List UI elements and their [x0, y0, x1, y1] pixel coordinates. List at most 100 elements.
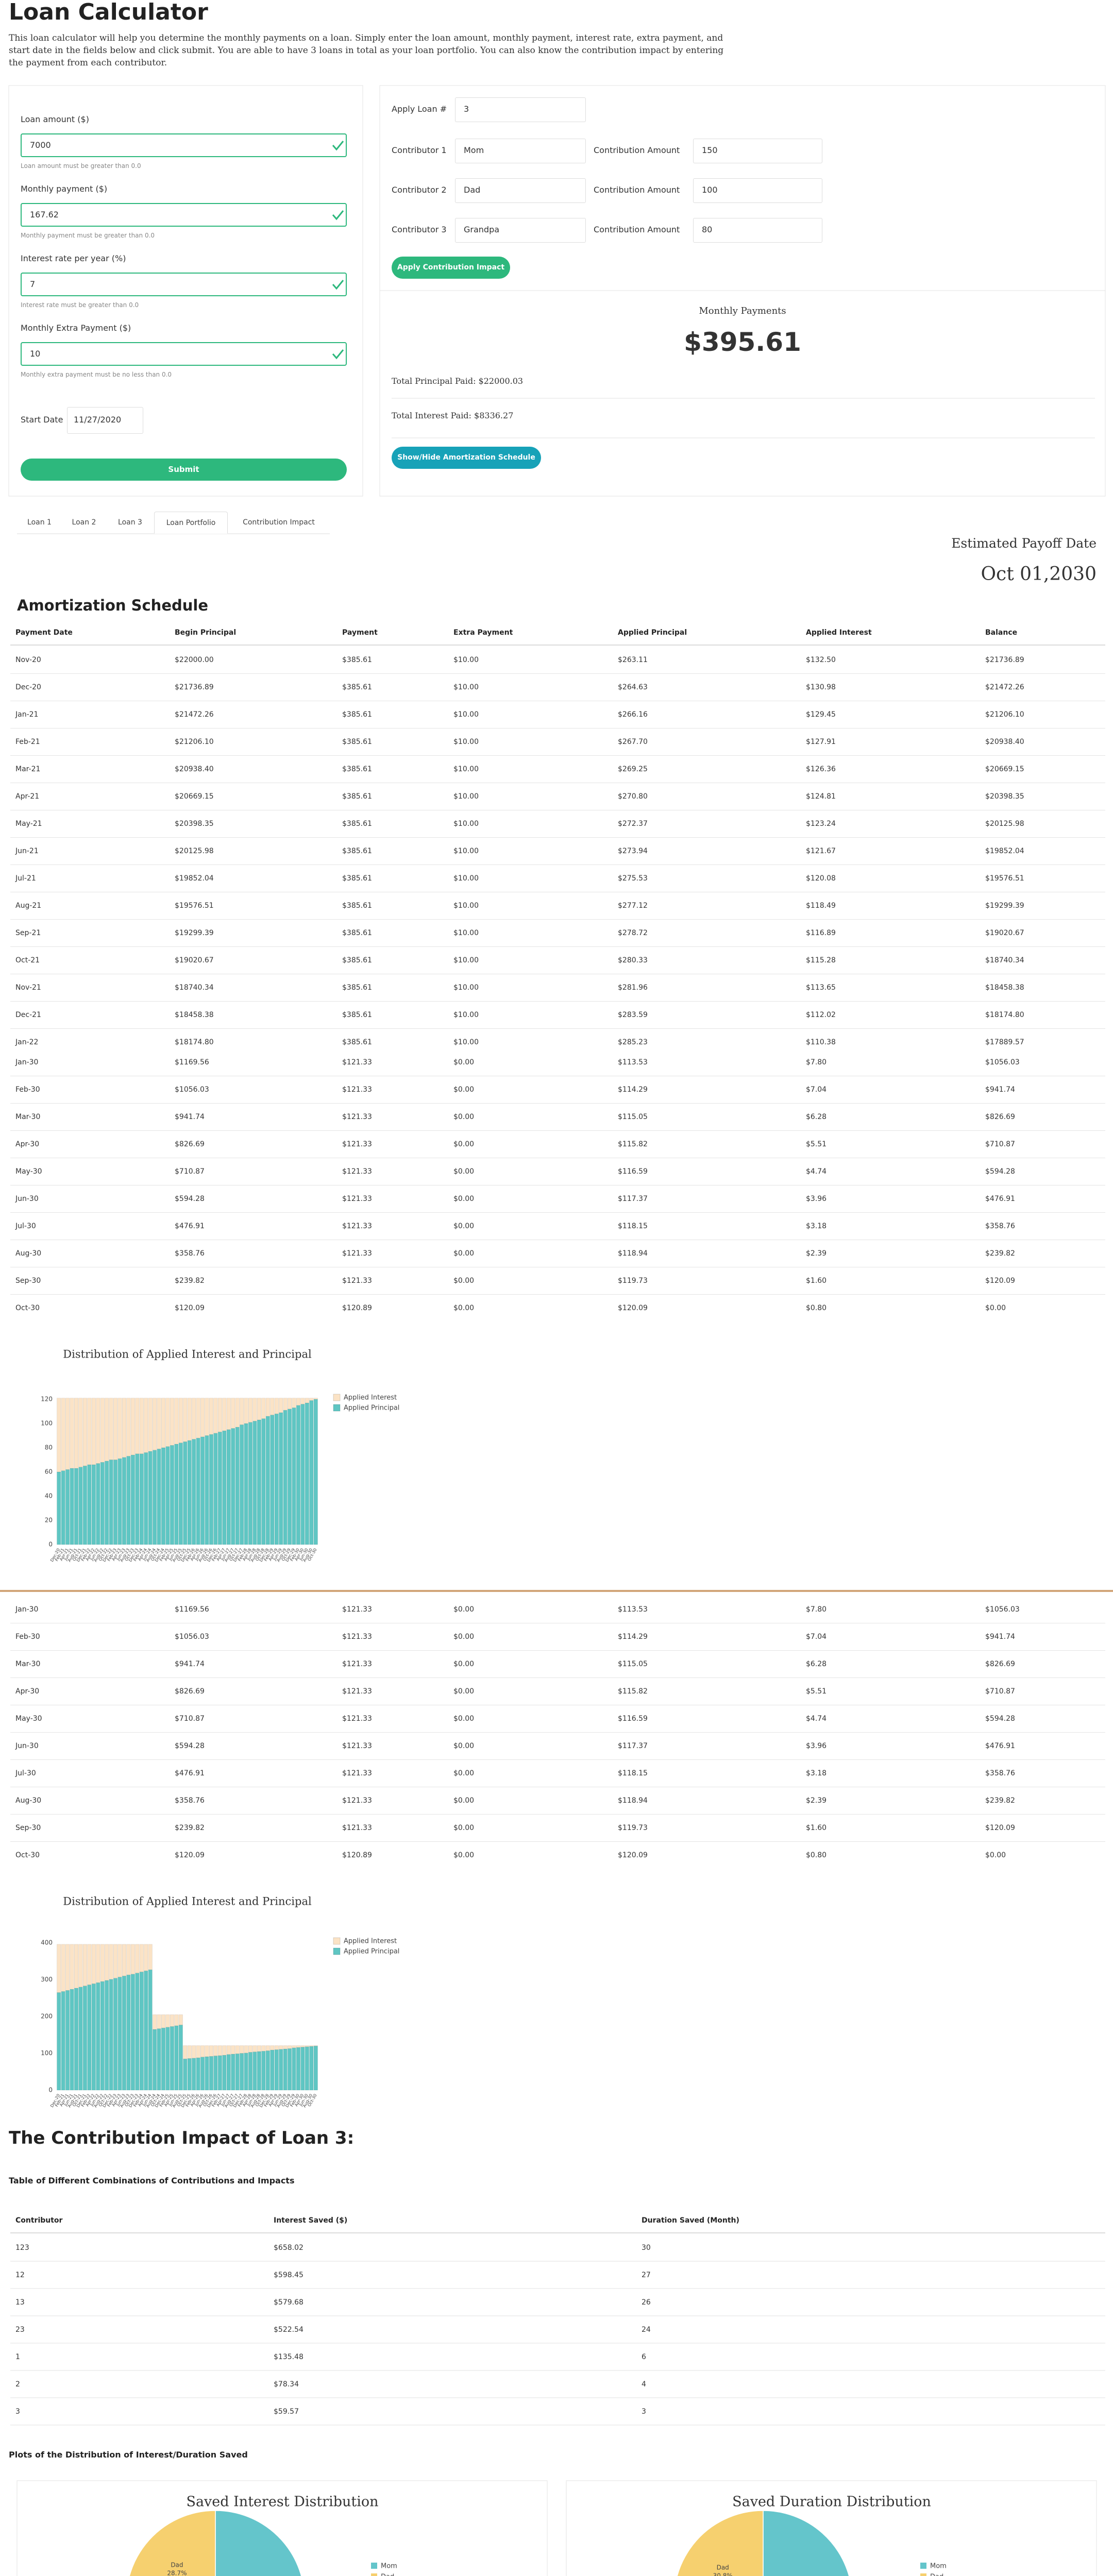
- section-subtitle: Plots of the Distribution of Interest/Du…: [9, 2450, 248, 2460]
- bar-segment: [288, 2048, 292, 2091]
- table-cell: $1.60: [806, 1824, 827, 1832]
- bar-segment: [192, 2045, 196, 2059]
- table-cell: $121.33: [342, 1742, 372, 1750]
- table-cell: $129.45: [806, 710, 836, 719]
- bar-segment: [209, 1434, 213, 1545]
- bar-segment: [130, 1398, 135, 1455]
- table-cell: $5.51: [806, 1687, 827, 1696]
- table-cell: $18458.38: [985, 984, 1024, 992]
- table-cell: $19852.04: [175, 874, 214, 883]
- input-value: 80: [702, 225, 713, 234]
- legend-swatch: [333, 1394, 341, 1401]
- text-input[interactable]: [455, 139, 586, 163]
- table-cell: $18174.80: [985, 1011, 1024, 1019]
- table-cell: $10.00: [453, 765, 479, 773]
- text-input[interactable]: [21, 133, 347, 157]
- monthly-amount: $395.61: [684, 327, 801, 357]
- text-input[interactable]: [21, 203, 347, 227]
- bar-segment: [144, 1944, 148, 1971]
- tab[interactable]: Loan 3: [118, 518, 142, 527]
- column-header: Contributor: [15, 2216, 63, 2225]
- table-cell: $7.80: [806, 1058, 827, 1066]
- table-cell: $115.82: [618, 1140, 648, 1148]
- bar-segment: [87, 1944, 92, 1985]
- bar-segment: [174, 1444, 179, 1545]
- field-label: Contributor 1: [392, 145, 447, 155]
- chart-title: Saved Duration Distribution: [732, 2494, 931, 2510]
- table-cell: $121.33: [342, 1824, 372, 1832]
- bar-segment: [65, 1469, 70, 1545]
- text-input[interactable]: [21, 342, 347, 366]
- table-cell: $3.96: [806, 1195, 827, 1203]
- bar-segment: [235, 2053, 240, 2091]
- submit-button[interactable]: Submit: [21, 459, 347, 481]
- bar-segment: [117, 1977, 122, 2091]
- text-input[interactable]: [21, 273, 347, 296]
- text-input[interactable]: [693, 139, 822, 163]
- text-input[interactable]: [455, 218, 586, 243]
- chart-card: [566, 2480, 1097, 2576]
- table-cell: $385.61: [342, 710, 372, 719]
- table-cell: $275.53: [618, 874, 648, 883]
- bar-segment: [105, 1398, 109, 1462]
- column-header: Payment: [342, 629, 378, 637]
- text-input[interactable]: [455, 97, 586, 122]
- text-input[interactable]: [455, 178, 586, 203]
- tab[interactable]: Loan 2: [72, 518, 96, 527]
- table-cell: $285.23: [618, 1038, 648, 1046]
- date-input[interactable]: [67, 407, 143, 434]
- table-cell: $281.96: [618, 984, 648, 992]
- tab[interactable]: Loan Portfolio: [154, 512, 228, 534]
- table-cell: $270.80: [618, 792, 648, 801]
- table-cell: $21206.10: [985, 710, 1024, 719]
- bar-segment: [265, 1398, 270, 1417]
- pie-slice: [215, 2510, 302, 2576]
- bar-segment: [265, 1416, 270, 1545]
- table-cell: $116.59: [618, 1715, 648, 1723]
- tab[interactable]: Loan 1: [27, 518, 52, 527]
- bar-segment: [313, 1398, 318, 1400]
- bar-segment: [91, 1398, 96, 1465]
- bar-segment: [279, 2049, 283, 2091]
- bar-segment: [117, 1944, 122, 1977]
- bar-segment: [200, 2045, 205, 2057]
- column-header: Begin Principal: [175, 629, 237, 637]
- bar-segment: [305, 2046, 309, 2091]
- payoff-label: Estimated Payoff Date: [951, 536, 1097, 551]
- table-cell: 3: [642, 2408, 646, 2416]
- table-cell: $20938.40: [175, 765, 214, 773]
- bar-segment: [296, 1398, 300, 1406]
- toggle-button[interactable]: Show/Hide Amortization Schedule: [392, 447, 541, 469]
- table-cell: $579.68: [274, 2298, 303, 2307]
- bar-segment: [109, 1460, 113, 1545]
- bar-segment: [153, 2014, 157, 2030]
- table-cell: $941.74: [175, 1660, 205, 1668]
- tab[interactable]: Contribution Impact: [243, 518, 315, 527]
- table-cell: $124.81: [806, 792, 836, 801]
- table-cell: 3: [15, 2408, 20, 2416]
- bar-segment: [122, 1976, 126, 2091]
- bar-segment: [174, 1398, 179, 1445]
- bar-segment: [196, 2045, 200, 2058]
- bar-segment: [257, 2051, 261, 2091]
- table-cell: $121.33: [342, 1687, 372, 1696]
- table-cell: $10.00: [453, 956, 479, 964]
- summary-panel: [379, 290, 1106, 497]
- table-cell: $113.53: [618, 1058, 648, 1066]
- table-cell: 23: [15, 2326, 25, 2334]
- table-cell: $0.00: [453, 1605, 475, 1614]
- y-tick-label: 120: [41, 1396, 53, 1403]
- bar-segment: [300, 2045, 305, 2047]
- text-input[interactable]: [693, 218, 822, 243]
- apply-button[interactable]: Apply Contribution Impact: [392, 257, 510, 279]
- text-input[interactable]: [693, 178, 822, 203]
- table-cell: $710.87: [985, 1140, 1015, 1148]
- table-cell: $19299.39: [985, 902, 1024, 910]
- table-cell: $7.04: [806, 1633, 827, 1641]
- table-cell: $121.33: [342, 1167, 372, 1176]
- table-title: Table of Different Combinations of Contr…: [9, 2176, 295, 2185]
- bar-segment: [200, 1436, 205, 1545]
- table-cell: $114.29: [618, 1633, 648, 1641]
- table-cell: $112.02: [806, 1011, 836, 1019]
